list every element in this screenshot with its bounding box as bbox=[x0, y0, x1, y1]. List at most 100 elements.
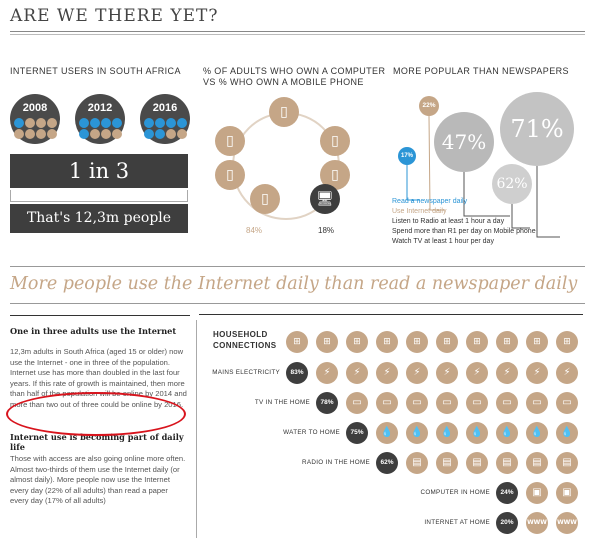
household-row-label: INTERNET AT HOME bbox=[424, 519, 490, 526]
socket-icon: ⊞ bbox=[466, 331, 488, 353]
household-heading-line1: HOUSEHOLD bbox=[213, 330, 268, 339]
computer-icon: 🖥 bbox=[316, 191, 334, 207]
radio-icon: ▤ bbox=[556, 452, 578, 474]
internet-user-dot bbox=[166, 118, 176, 128]
computer-phone-heading-line2: VS % WHO OWN A MOBILE PHONE bbox=[203, 77, 364, 87]
computer-circle: 🖥 bbox=[310, 184, 340, 214]
tv-icon: ▭ bbox=[436, 392, 458, 414]
lightning-icon: ⚡ bbox=[436, 362, 458, 384]
non-user-dot bbox=[47, 129, 57, 139]
year-circle: 2016 bbox=[140, 94, 190, 144]
year-circle: 2012 bbox=[75, 94, 125, 144]
bubble-22: 22% bbox=[419, 96, 439, 116]
non-user-dot bbox=[177, 129, 187, 139]
article-subhead-1: One in three adults use the Internet bbox=[10, 326, 177, 336]
legend-item: Watch TV at least 1 hour per day bbox=[392, 238, 494, 245]
non-user-dot bbox=[36, 118, 46, 128]
mobile-phone-icon: ▯ bbox=[331, 167, 339, 183]
household-percent: 20% bbox=[496, 512, 518, 534]
tv-icon: ▭ bbox=[496, 392, 518, 414]
annotation-ellipse bbox=[6, 392, 186, 436]
legend-item: Listen to Radio at least 1 hour a day bbox=[392, 218, 505, 225]
article-subhead-2: Internet use is becoming part of daily l… bbox=[10, 432, 184, 452]
socket-icon: ⊞ bbox=[286, 331, 308, 353]
household-percent: 83% bbox=[286, 362, 308, 384]
household-divider bbox=[196, 320, 197, 538]
household-heading: HOUSEHOLD CONNECTIONS bbox=[213, 329, 277, 351]
household-top-rule bbox=[199, 314, 583, 315]
title-divider bbox=[10, 31, 585, 32]
mobile-phone-icon: ▯ bbox=[261, 191, 269, 207]
ratio-text: 1 in 3 bbox=[68, 159, 130, 183]
computer-phone-heading-line1: % OF ADULTS WHO OWN A COMPUTER bbox=[203, 66, 386, 76]
people-banner: That's 12,3m people bbox=[10, 204, 188, 233]
bubble-62: 62% bbox=[492, 164, 532, 204]
computer-icon: ▣ bbox=[556, 482, 578, 504]
internet-user-dot bbox=[144, 129, 154, 139]
year-label: 2016 bbox=[152, 102, 178, 114]
phone-circle: ▯ bbox=[215, 160, 245, 190]
socket-icon: ⊞ bbox=[376, 331, 398, 353]
computer-percent: 18% bbox=[318, 226, 335, 235]
water-drop-icon: 💧 bbox=[556, 422, 578, 444]
phone-circle: ▯ bbox=[320, 126, 350, 156]
water-drop-icon: 💧 bbox=[466, 422, 488, 444]
tv-icon: ▭ bbox=[406, 392, 428, 414]
phone-circle: ▯ bbox=[250, 184, 280, 214]
phone-circle: ▯ bbox=[215, 126, 245, 156]
internet-user-dot bbox=[155, 118, 165, 128]
tv-icon: ▭ bbox=[466, 392, 488, 414]
radio-icon: ▤ bbox=[526, 452, 548, 474]
mobile-phone-icon: ▯ bbox=[331, 133, 339, 149]
water-drop-icon: 💧 bbox=[496, 422, 518, 444]
socket-icon: ⊞ bbox=[556, 331, 578, 353]
non-user-dot bbox=[25, 118, 35, 128]
tv-icon: ▭ bbox=[346, 392, 368, 414]
tv-icon: ▭ bbox=[376, 392, 398, 414]
year-label: 2008 bbox=[22, 102, 48, 114]
lightning-icon: ⚡ bbox=[556, 362, 578, 384]
lightning-icon: ⚡ bbox=[376, 362, 398, 384]
radio-icon: ▤ bbox=[436, 452, 458, 474]
mobile-phone-icon: ▯ bbox=[280, 104, 288, 120]
tv-icon: ▭ bbox=[556, 392, 578, 414]
non-user-dot bbox=[36, 129, 46, 139]
radio-icon: ▤ bbox=[466, 452, 488, 474]
legend-item: Use Internet daily bbox=[392, 208, 447, 215]
socket-icon: ⊞ bbox=[496, 331, 518, 353]
radio-icon: ▤ bbox=[406, 452, 428, 474]
main-headline: More people use the Internet daily than … bbox=[10, 274, 578, 294]
internet-user-dot bbox=[101, 118, 111, 128]
internet-user-dot bbox=[144, 118, 154, 128]
household-row-label: TV IN THE HOME bbox=[254, 399, 310, 406]
people-text: That's 12,3m people bbox=[26, 210, 172, 226]
computer-icon: ▣ bbox=[526, 482, 548, 504]
radio-icon: ▤ bbox=[496, 452, 518, 474]
headline-top-rule bbox=[10, 266, 585, 267]
legend-item: Spend more than R1 per day on Mobile pho… bbox=[392, 228, 536, 235]
newspapers-connectors bbox=[406, 115, 560, 238]
non-user-dot bbox=[112, 129, 122, 139]
household-percent: 78% bbox=[316, 392, 338, 414]
lightning-icon: ⚡ bbox=[496, 362, 518, 384]
household-percent: 75% bbox=[346, 422, 368, 444]
page-title: ARE WE THERE YET? bbox=[10, 6, 219, 26]
year-circle: 2008 bbox=[10, 94, 60, 144]
internet-user-dot bbox=[79, 118, 89, 128]
phone-circle: ▯ bbox=[269, 97, 299, 127]
household-heading-line2: CONNECTIONS bbox=[213, 341, 277, 350]
phone-percent: 84% bbox=[246, 226, 263, 235]
non-user-dot bbox=[47, 118, 57, 128]
water-drop-icon: 💧 bbox=[526, 422, 548, 444]
lightning-icon: ⚡ bbox=[406, 362, 428, 384]
socket-icon: ⊞ bbox=[346, 331, 368, 353]
banner-connector bbox=[10, 190, 188, 202]
household-row-label: COMPUTER IN HOME bbox=[420, 489, 490, 496]
ratio-banner: 1 in 3 bbox=[10, 154, 188, 188]
www-icon: WWW bbox=[526, 512, 548, 534]
bubble-17: 17% bbox=[398, 147, 416, 165]
non-user-dot bbox=[90, 129, 100, 139]
mobile-phone-icon: ▯ bbox=[226, 167, 234, 183]
lightning-icon: ⚡ bbox=[346, 362, 368, 384]
socket-icon: ⊞ bbox=[316, 331, 338, 353]
